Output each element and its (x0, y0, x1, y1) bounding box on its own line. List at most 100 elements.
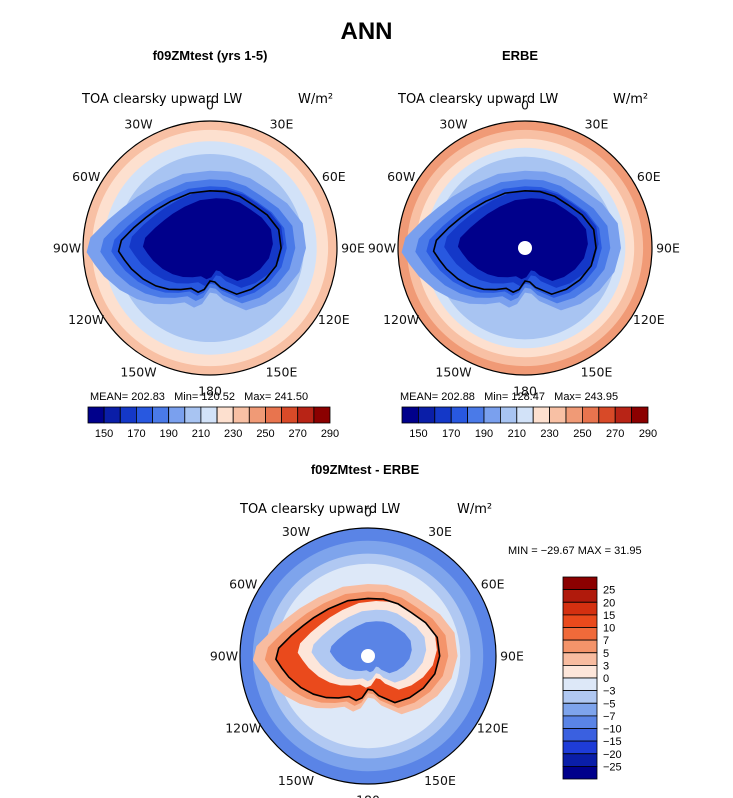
map-obs-lon-label: 0 (521, 98, 529, 113)
colorbar-tick-label: 150 (95, 428, 113, 440)
panel-diff-title: f09ZMtest - ERBE (310, 462, 420, 477)
panel-obs-variable-label: TOA clearsky upward LW (398, 92, 559, 107)
colorbar-tick-label: 20 (603, 597, 615, 609)
map-model-lon-label: 150E (266, 364, 298, 379)
colorbar-tick-label: 250 (256, 428, 274, 440)
min-value: 128.47 (511, 391, 545, 403)
map-model-lon-label: 120W (68, 312, 104, 327)
min-label: Min= (174, 391, 199, 403)
map-model-lon-label: 150W (120, 364, 156, 379)
contour-band (142, 198, 273, 281)
map-diff-lon-label: 150E (424, 773, 456, 788)
colorbar-tick-label: 10 (603, 623, 615, 635)
panel-model-units: W/m² (298, 92, 334, 107)
colorbar-tick-label: 270 (606, 428, 624, 440)
map-diff-lon-label: 30W (282, 524, 310, 539)
map-diff-lon-label: 90W (210, 649, 238, 664)
contour-band (457, 198, 588, 281)
map-model-lon-label: 120E (318, 312, 350, 327)
map-model-lon-label: 90W (53, 241, 81, 256)
colorbar-tick-label: 150 (409, 428, 427, 440)
map-obs-lon-label: 60E (637, 169, 661, 184)
colorbar-swatch (631, 406, 649, 424)
map-obs-lon-label: 90E (656, 241, 680, 256)
map-diff-lon-label: 0 (364, 505, 372, 520)
map-diff-lon-label: 30E (428, 524, 452, 539)
map-model-lon-label: 60W (72, 169, 100, 184)
colorbar-swatch (562, 601, 598, 616)
colorbar-swatch (562, 740, 598, 755)
map-diff-lon-label: 120E (477, 721, 509, 736)
map-obs-lon-label: 120E (633, 312, 665, 327)
colorbar-tick-label: 230 (224, 428, 242, 440)
colorbar-tick-label: 190 (475, 428, 493, 440)
mean-label: MEAN= (90, 391, 129, 403)
colorbar-swatch (562, 589, 598, 603)
colorbar-tick-label: 5 (603, 648, 609, 660)
colorbar-tick-label: 230 (540, 428, 558, 440)
map-obs-lon-label: 150E (581, 364, 613, 379)
colorbar-tick-label: 270 (289, 428, 307, 440)
mean-value: 202.83 (131, 391, 165, 403)
colorbar-tick-label: 170 (442, 428, 460, 440)
map-model-lon-label: 30E (270, 117, 294, 132)
panel-diff-units: W/m² (457, 502, 493, 517)
map-model-lon-label: 0 (206, 98, 214, 113)
colorbar-tick-label: −7 (603, 711, 616, 723)
map-diff-lon-label: 90E (500, 649, 524, 664)
map-obs-lon-label: 30E (585, 117, 609, 132)
colorbar-swatch (313, 406, 331, 424)
panel-diff-variable-label: TOA clearsky upward LW (240, 502, 401, 517)
colorbar-tick-label: −3 (603, 686, 616, 698)
colorbar-tick-label: 3 (603, 660, 609, 672)
colorbar-tick-label: 290 (639, 428, 657, 440)
panel-obs-title: ERBE (501, 48, 539, 63)
coastline (275, 597, 441, 704)
colorbar-tick-label: 190 (160, 428, 178, 440)
map-obs-lon-label: 60W (387, 169, 415, 184)
colorbar-tick-label: 250 (573, 428, 591, 440)
map-diff-lon-label: 150W (278, 773, 314, 788)
mean-label: MEAN= (400, 391, 439, 403)
colorbar-tick-label: 210 (192, 428, 210, 440)
contour-band (329, 621, 412, 674)
panel-obs-stats: MEAN= 202.88 Min= 128.47 Max= 243.95 (400, 391, 618, 403)
map-diff-lon-label: 180 (356, 793, 380, 798)
colorbar-tick-label: 15 (603, 610, 615, 622)
map-diff-lon-label: 60E (481, 577, 505, 592)
min-label: Min= (484, 391, 509, 403)
map-diff-lon-label: 120W (225, 721, 261, 736)
panel-obs-units: W/m² (613, 92, 649, 107)
min-value: 120.52 (201, 391, 235, 403)
colorbar-tick-label: −15 (603, 736, 622, 748)
max-label: Max= (554, 391, 582, 403)
map-model-lon-label: 90E (341, 241, 365, 256)
map-border (397, 120, 653, 376)
colorbar-tick-label: 7 (603, 635, 609, 647)
panel-model-stats: MEAN= 202.83 Min= 120.52 Max= 241.50 (90, 391, 308, 403)
colorbar-swatch (562, 766, 598, 780)
panel-model-variable-label: TOA clearsky upward LW (82, 92, 243, 107)
figure-title: ANN (340, 18, 393, 45)
max-value: 241.50 (274, 391, 309, 403)
colorbar-swatch (562, 665, 598, 679)
colorbar-tick-label: −5 (603, 698, 616, 710)
colorbar-tick-label: 25 (603, 585, 615, 597)
map-model-lon-label: 60E (322, 169, 346, 184)
max-label: Max= (244, 391, 272, 403)
colorbar-tick-label: 210 (508, 428, 526, 440)
colorbar-tick-label: 290 (321, 428, 339, 440)
map-obs-lon-label: 120W (383, 312, 419, 327)
colorbar-tick-label: 170 (127, 428, 145, 440)
colorbar-swatch (562, 753, 598, 767)
map-obs-lon-label: 180 (513, 384, 537, 399)
max-value: 243.95 (584, 391, 619, 403)
map-obs-lon-label: 30W (439, 117, 467, 132)
colorbar-swatch (562, 652, 598, 666)
colorbar-swatch (562, 677, 598, 692)
